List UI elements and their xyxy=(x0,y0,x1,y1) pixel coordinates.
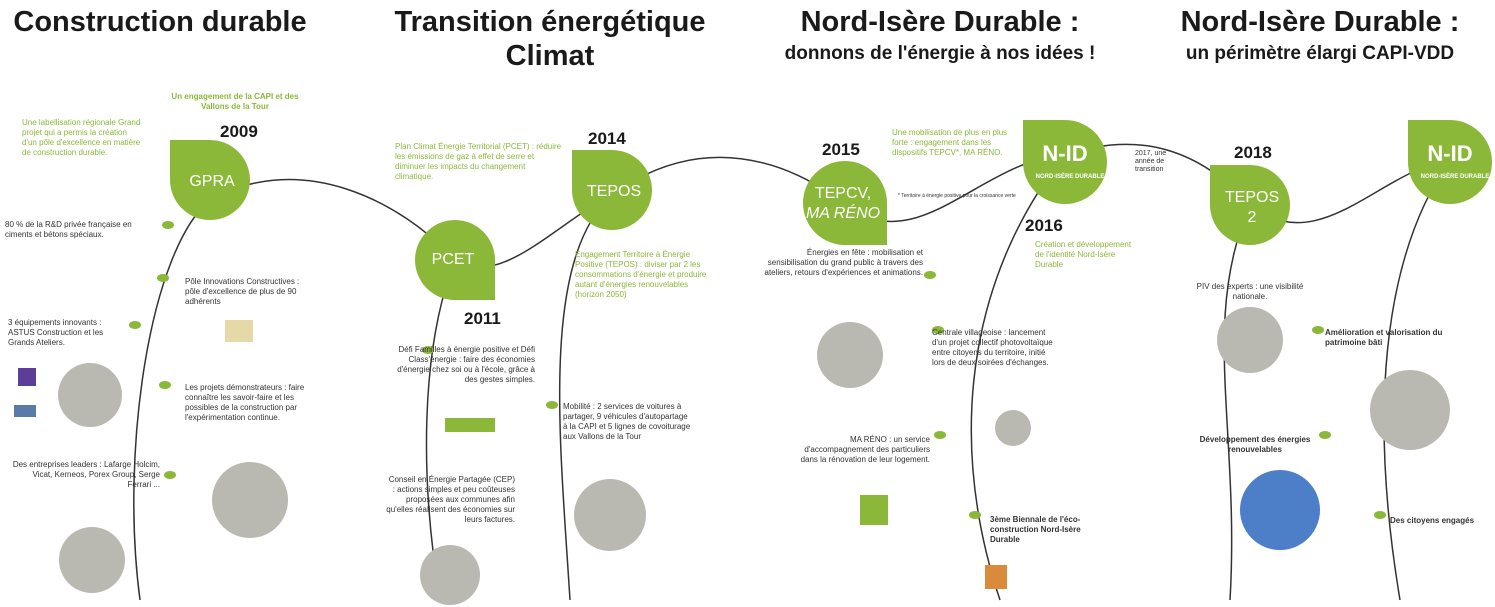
note: Une labellisation régionale Grand projet… xyxy=(22,118,141,157)
leaf xyxy=(932,326,944,334)
logo xyxy=(14,405,36,417)
node-sublabel: NORD-ISÈRE DURABLE xyxy=(1036,172,1105,180)
logo xyxy=(860,495,888,525)
note: 3 équipements innovants : ASTUS Construc… xyxy=(8,318,104,347)
section-title: Nord-Isère Durable : xyxy=(800,6,1080,38)
year: 2018 xyxy=(1234,143,1272,162)
photo xyxy=(58,363,122,427)
note: Engagement Territoire à Énergie Positive… xyxy=(575,250,707,299)
node xyxy=(1408,120,1492,204)
node-label: N-ID xyxy=(1427,141,1472,166)
node xyxy=(1210,165,1290,245)
branch xyxy=(1383,159,1451,601)
year: 2016 xyxy=(1025,216,1063,235)
leaf xyxy=(159,381,171,389)
node-label: MA RÉNO xyxy=(806,203,880,222)
leaf xyxy=(1312,326,1324,334)
note: MA RÉNO : un service d'accompagnement de… xyxy=(800,435,930,464)
leaf xyxy=(934,431,946,439)
note: 3ème Biennale de l'éco-construction Nord… xyxy=(990,515,1081,544)
note: Les projets démonstrateurs : faire conna… xyxy=(185,383,305,422)
leaf xyxy=(924,271,936,279)
node-label: TEPCV, xyxy=(815,185,871,202)
note: Une mobilisation de plus en plus forte :… xyxy=(892,128,1008,157)
section-title: Nord-Isère Durable : xyxy=(1180,6,1460,38)
section-title: Climat xyxy=(505,40,595,72)
node-label: N-ID xyxy=(1042,141,1087,166)
photo xyxy=(574,479,646,551)
note: Des entreprises leaders : Lafarge Holcim… xyxy=(12,460,160,489)
note: Un engagement de la CAPI et des Vallons … xyxy=(171,92,299,111)
photo xyxy=(1240,470,1320,550)
node-label: 2 xyxy=(1248,209,1257,226)
node xyxy=(415,220,495,300)
note: Pôle Innovations Constructives : pôle d'… xyxy=(185,277,300,306)
year: 2011 xyxy=(464,309,501,328)
section-title: Transition énergétique xyxy=(394,6,706,38)
note: Plan Climat Énergie Territorial (PCET) :… xyxy=(395,142,562,181)
photos xyxy=(14,307,1450,605)
note: Centrale villageoise : lancement d'un pr… xyxy=(932,328,1053,367)
branch xyxy=(970,154,1066,601)
note: Conseil en Énergie Partagée (CEP) : acti… xyxy=(386,475,515,524)
photo xyxy=(817,322,883,388)
note: Défi Familles à énergie positive et Défi… xyxy=(397,345,535,384)
note: * Territoire à énergie positive pour la … xyxy=(898,193,1016,199)
photo xyxy=(212,462,288,538)
year: 2009 xyxy=(220,122,258,141)
branch xyxy=(1223,204,1251,601)
leaf xyxy=(129,321,141,329)
note: Mobilité : 2 services de voitures à part… xyxy=(563,402,691,441)
logo xyxy=(985,565,1007,589)
node xyxy=(572,150,652,230)
leaf xyxy=(1374,511,1386,519)
node xyxy=(803,161,887,245)
leaf xyxy=(546,401,558,409)
section-subtitle: donnons de l'énergie à nos idées ! xyxy=(784,43,1096,64)
branch xyxy=(558,194,613,601)
year: 2015 xyxy=(822,140,860,159)
note: Énergies en fête : mobilisation et sensi… xyxy=(764,248,924,277)
node-label: TEPOS xyxy=(1225,189,1279,206)
note: 2017, une année de transition xyxy=(1135,150,1167,173)
note: Des citoyens engagés xyxy=(1390,516,1475,525)
leaf xyxy=(1319,431,1331,439)
leaf xyxy=(157,274,169,282)
photo xyxy=(59,527,125,593)
note: Création et développement de l'identité … xyxy=(1035,240,1132,269)
logo xyxy=(445,418,495,432)
node-sublabel: NORD-ISÈRE DURABLE xyxy=(1421,172,1490,180)
photo xyxy=(1217,307,1283,373)
photo xyxy=(1370,370,1450,450)
leaf xyxy=(164,471,176,479)
leaves xyxy=(129,221,1386,519)
section-title: Construction durable xyxy=(13,6,307,38)
note: Amélioration et valorisation du patrimoi… xyxy=(1325,328,1443,347)
year: 2014 xyxy=(588,129,626,148)
leaf xyxy=(422,346,434,354)
note: 80 % de la R&D privée française en cimen… xyxy=(5,220,132,239)
node-label: TEPOS xyxy=(587,183,641,200)
nodes xyxy=(170,120,1492,300)
logo xyxy=(225,320,253,342)
note: PIV des experts : une visibilité nationa… xyxy=(1196,282,1304,301)
node xyxy=(170,140,250,220)
leaf xyxy=(162,221,174,229)
node-label: PCET xyxy=(432,251,475,268)
section-subtitle: un périmètre élargi CAPI-VDD xyxy=(1185,43,1455,64)
leaf xyxy=(969,511,981,519)
note: Développement des énergies renouvelables xyxy=(1199,435,1311,454)
photo xyxy=(995,410,1031,446)
photo xyxy=(420,545,480,605)
logo xyxy=(18,368,36,386)
node xyxy=(1023,120,1107,204)
node-label: GPRA xyxy=(189,173,235,190)
